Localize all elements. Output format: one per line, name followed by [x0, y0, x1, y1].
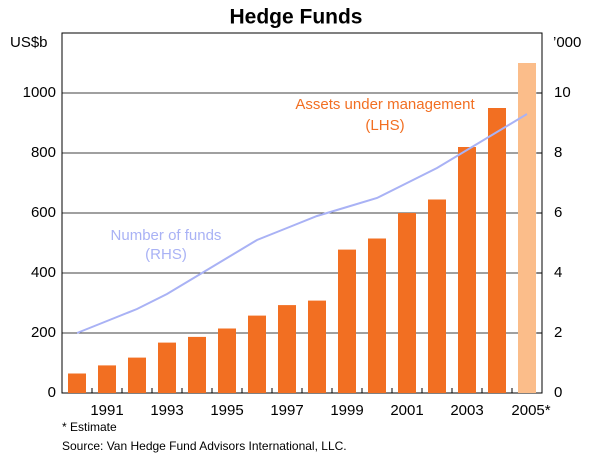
y-tick-label: 200 [31, 324, 56, 341]
x-tick-label: 1993 [150, 402, 183, 419]
bar [338, 249, 356, 393]
y-axis-unit: US$b [10, 34, 48, 51]
bar [428, 199, 446, 393]
y2-tick-label: 8 [554, 144, 562, 161]
chart-title: Hedge Funds [229, 6, 362, 29]
x-tick-label: 2005* [511, 402, 550, 419]
footnote: Source: Van Hedge Fund Advisors Internat… [62, 439, 347, 453]
bar [248, 315, 266, 393]
bar [218, 328, 236, 393]
y-tick-label: 0 [48, 384, 56, 401]
y2-tick-label: 4 [554, 264, 562, 281]
bar [278, 305, 296, 393]
y2-tick-label: 10 [554, 84, 571, 101]
line [76, 113, 528, 334]
y-tick-label: 800 [31, 144, 56, 161]
bar [188, 336, 206, 393]
y2-tick-label: 0 [554, 384, 562, 401]
bar [308, 300, 326, 393]
x-tick-label: 2001 [390, 402, 423, 419]
y-tick-label: 1000 [23, 84, 56, 101]
bar [158, 342, 176, 393]
bar [68, 373, 86, 393]
bar [398, 213, 416, 393]
bar [518, 63, 536, 393]
y-tick-label: 400 [31, 264, 56, 281]
y2-tick-label: 2 [554, 324, 562, 341]
series-axis-note: (RHS) [145, 246, 187, 263]
bar [488, 108, 506, 393]
y2-tick-label: 6 [554, 204, 562, 221]
x-tick-label: 1995 [210, 402, 243, 419]
series-label: Number of funds [111, 227, 222, 244]
x-tick-label: 1997 [270, 402, 303, 419]
y2-axis-unit: ’000 [553, 34, 581, 51]
bar [98, 365, 116, 393]
x-tick-label: 1999 [330, 402, 363, 419]
series-label: Assets under management [295, 96, 475, 113]
bar [128, 357, 146, 393]
bar [458, 147, 476, 393]
x-tick-label: 2003 [450, 402, 483, 419]
y-tick-label: 600 [31, 204, 56, 221]
series-axis-note: (LHS) [365, 117, 404, 134]
footnote: * Estimate [62, 420, 117, 434]
bar [368, 238, 386, 393]
x-tick-label: 1991 [90, 402, 123, 419]
